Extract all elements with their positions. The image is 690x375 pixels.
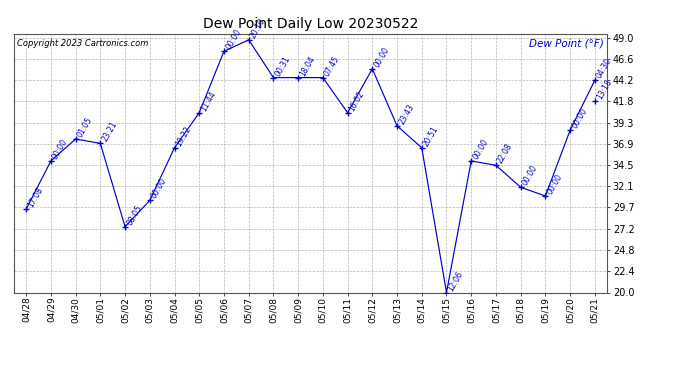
- Text: 00:00: 00:00: [545, 172, 564, 196]
- Text: 00:00: 00:00: [570, 106, 589, 130]
- Text: 12:06: 12:06: [446, 269, 465, 292]
- Text: 20:51: 20:51: [422, 124, 440, 148]
- Text: Copyright 2023 Cartronics.com: Copyright 2023 Cartronics.com: [17, 39, 148, 48]
- Text: 13:18: 13:18: [595, 78, 613, 101]
- Text: 00:00: 00:00: [150, 177, 168, 200]
- Text: 11:44: 11:44: [199, 89, 218, 113]
- Text: 22:08: 22:08: [496, 142, 515, 165]
- Text: 00:00: 00:00: [521, 164, 540, 187]
- Text: 00:00: 00:00: [51, 137, 70, 161]
- Text: 18:04: 18:04: [298, 54, 317, 78]
- Text: 01:05: 01:05: [76, 116, 95, 139]
- Text: 20:10: 20:10: [248, 16, 267, 40]
- Text: 07:45: 07:45: [323, 54, 342, 78]
- Text: Dew Point (°F): Dew Point (°F): [529, 39, 604, 49]
- Text: 23:21: 23:21: [100, 120, 119, 143]
- Text: 00:31: 00:31: [273, 54, 292, 78]
- Text: 04:30: 04:30: [595, 57, 613, 80]
- Text: 08:05: 08:05: [125, 203, 144, 227]
- Text: 00:00: 00:00: [224, 28, 243, 51]
- Text: 16:02: 16:02: [348, 89, 366, 113]
- Text: 00:00: 00:00: [373, 45, 391, 69]
- Text: 23:43: 23:43: [397, 102, 416, 126]
- Text: 17:08: 17:08: [26, 186, 45, 209]
- Text: 00:00: 00:00: [471, 137, 490, 161]
- Title: Dew Point Daily Low 20230522: Dew Point Daily Low 20230522: [203, 17, 418, 31]
- Text: 19:22: 19:22: [175, 124, 193, 148]
